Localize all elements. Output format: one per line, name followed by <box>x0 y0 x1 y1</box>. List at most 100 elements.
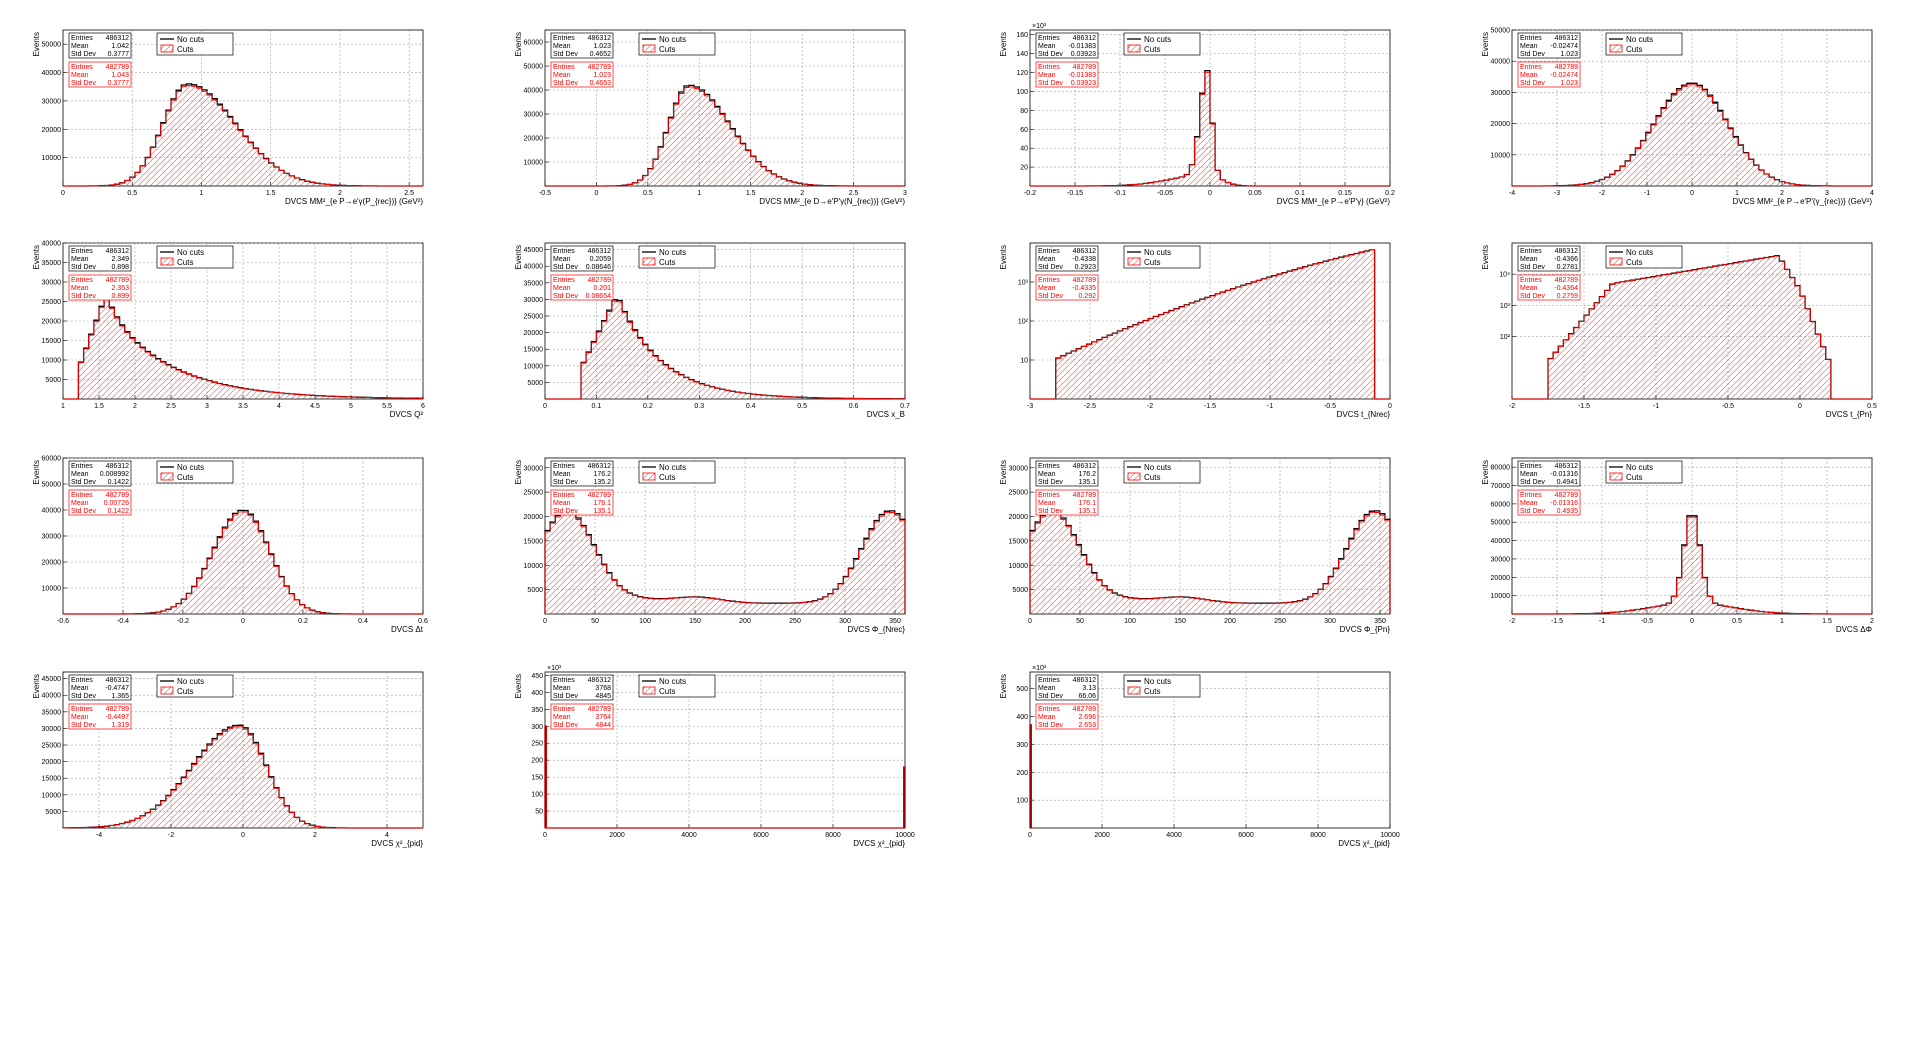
legend-box <box>638 245 716 269</box>
stats-label: Entries <box>1038 706 1060 713</box>
legend-cuts-label: Cuts <box>177 473 193 482</box>
stats-value: -0.4747 <box>105 685 129 692</box>
stats-value: 486312 <box>588 35 611 42</box>
x-axis-title: DVCS χ²_{pid} <box>371 839 423 848</box>
histogram-cuts <box>1030 71 1390 187</box>
stats-label: Std Dev <box>1038 264 1063 271</box>
stats-label: Entries <box>1520 64 1542 71</box>
stats-value: -0.01383 <box>1068 72 1096 79</box>
legend-cuts-label: Cuts <box>1144 473 1160 482</box>
x-tick-label: 4 <box>277 403 281 410</box>
y-tick-label: 5000 <box>527 380 543 387</box>
x-tick-label: 0.4 <box>746 403 756 410</box>
histogram-panel-8: -2 -1.5 -1 -0.5 0 0.5 10² 10³ 10⁴ DVCS t_{Pn} Even… <box>1481 242 1877 419</box>
y-tick-label: 20000 <box>524 514 544 521</box>
legend-cuts-label: Cuts <box>1144 687 1160 696</box>
cuts-hatch-fill <box>63 511 423 614</box>
histogram-cuts <box>1029 511 1391 614</box>
histogram-panel-10: 0 50 100 150 200 250 300 350 5000 10000 15000 20000… <box>514 457 906 634</box>
y-tick-label: 40000 <box>42 508 62 515</box>
stats-label: Entries <box>71 492 93 499</box>
x-tick-label: 6 <box>421 403 425 410</box>
stats-label: Std Dev <box>71 479 96 486</box>
legend-cuts-label: Cuts <box>177 45 193 54</box>
histogram-cuts <box>544 511 906 614</box>
legend-cuts-swatch <box>1609 257 1623 266</box>
histogram-cuts <box>544 725 906 829</box>
stats-label: Entries <box>1520 35 1542 42</box>
cuts-hatch-fill <box>1512 255 1872 399</box>
x-axis-title: DVCS x_B <box>867 410 905 419</box>
histogram-panel-7: -3 -2.5 -2 -1.5 -1 -0.5 0 10 10² 10³ DVCS t_{Nrec}… <box>999 242 1392 419</box>
y-tick-label: 20000 <box>1491 575 1511 582</box>
stats-value: 0.1422 <box>108 508 130 515</box>
histogram-panel-13: -4 -2 0 2 4500010000150002000025000300003500… <box>32 671 424 848</box>
y-tick-label: 30000 <box>1009 465 1029 472</box>
x-axis-title: DVCS t_{Pn} <box>1826 410 1873 419</box>
y-tick-label: 5000 <box>45 809 61 816</box>
x-tick-label: 4.5 <box>310 403 320 410</box>
x-axis-title: DVCS Φ_{Nrec} <box>847 625 905 634</box>
y-axis-title: Events <box>32 32 41 56</box>
stats-value: 0.2759 <box>1557 293 1579 300</box>
stats-value: 0.08646 <box>586 264 611 271</box>
x-tick-label: 4 <box>385 832 389 839</box>
y-tick-label: 300 <box>531 724 543 731</box>
stats-label: Mean <box>1520 471 1538 478</box>
x-tick-label: 0 <box>1028 618 1032 625</box>
legend-nocuts-label: No cuts <box>1144 677 1171 686</box>
histogram-panel-9: -0.6 -0.4 -0.2 0 0.2 0.4 0.6 10000 20000 30000 400… <box>32 456 428 635</box>
stats-label: Entries <box>1038 35 1060 42</box>
stats-value: 0.08654 <box>586 293 611 300</box>
x-tick-label: 0 <box>61 190 65 197</box>
y-tick-label: 30000 <box>1491 90 1511 97</box>
y-axis-title: Events <box>514 32 523 56</box>
stats-value: 135.1 <box>593 508 611 515</box>
stats-value: 0.4935 <box>1557 508 1579 515</box>
x-tick-label: 0.4 <box>358 618 368 625</box>
x-tick-label: 0 <box>543 832 547 839</box>
stats-value: 486312 <box>588 248 611 255</box>
stats-box <box>1035 703 1099 730</box>
x-tick-label: -3 <box>1554 190 1560 197</box>
histogram-cuts <box>1029 724 1032 829</box>
x-tick-label: 2000 <box>1094 832 1110 839</box>
y-tick-label: 100 <box>1016 798 1028 805</box>
y-tick-label: 60000 <box>42 456 62 463</box>
y-tick-label: 50000 <box>42 42 62 49</box>
stats-value: 486312 <box>106 35 129 42</box>
stats-value: 0.2059 <box>590 256 612 263</box>
y-tick-label: 10² <box>1018 319 1029 326</box>
legend-cuts-swatch <box>1127 257 1141 266</box>
y-tick-label: 20000 <box>42 319 62 326</box>
y-tick-label: 40000 <box>42 70 62 77</box>
stats-label: Entries <box>1520 277 1542 284</box>
histogram-panel-2: -0.5 0 0.5 1 1.5 2 2.5 3 10000 20000 30000 40000 500… <box>514 29 907 206</box>
x-tick-label: -1 <box>1653 403 1659 410</box>
legend-cuts-swatch <box>160 44 174 53</box>
x-tick-label: 200 <box>1224 618 1236 625</box>
stats-value: 0.292 <box>1078 293 1096 300</box>
stats-value: -0.4497 <box>105 714 129 721</box>
stats-box <box>1517 460 1581 487</box>
stats-value: 482789 <box>1555 492 1578 499</box>
stats-label: Entries <box>553 277 575 284</box>
y-exponent-label: ×10³ <box>1032 23 1047 30</box>
y-tick-label: 40000 <box>524 264 544 271</box>
legend-box <box>156 674 234 698</box>
x-tick-label: 300 <box>1324 618 1336 625</box>
x-tick-label: 8000 <box>1310 832 1326 839</box>
y-tick-label: 140 <box>1016 51 1028 58</box>
x-tick-label: 0 <box>1028 832 1032 839</box>
stats-value: 66.06 <box>1078 693 1096 700</box>
y-tick-label: 350 <box>531 707 543 714</box>
x-axis-title: DVCS MM²_{e P→e′P′γ} (GeV²) <box>1277 197 1391 206</box>
legend-box <box>156 32 234 56</box>
stats-value: 0.4652 <box>590 51 612 58</box>
y-tick-label: 80 <box>1020 108 1028 115</box>
stats-label: Mean <box>71 43 89 50</box>
stats-box <box>550 245 614 272</box>
y-tick-label: 200 <box>1016 770 1028 777</box>
x-tick-label: 10000 <box>1380 832 1400 839</box>
y-tick-label: 10000 <box>1009 563 1029 570</box>
